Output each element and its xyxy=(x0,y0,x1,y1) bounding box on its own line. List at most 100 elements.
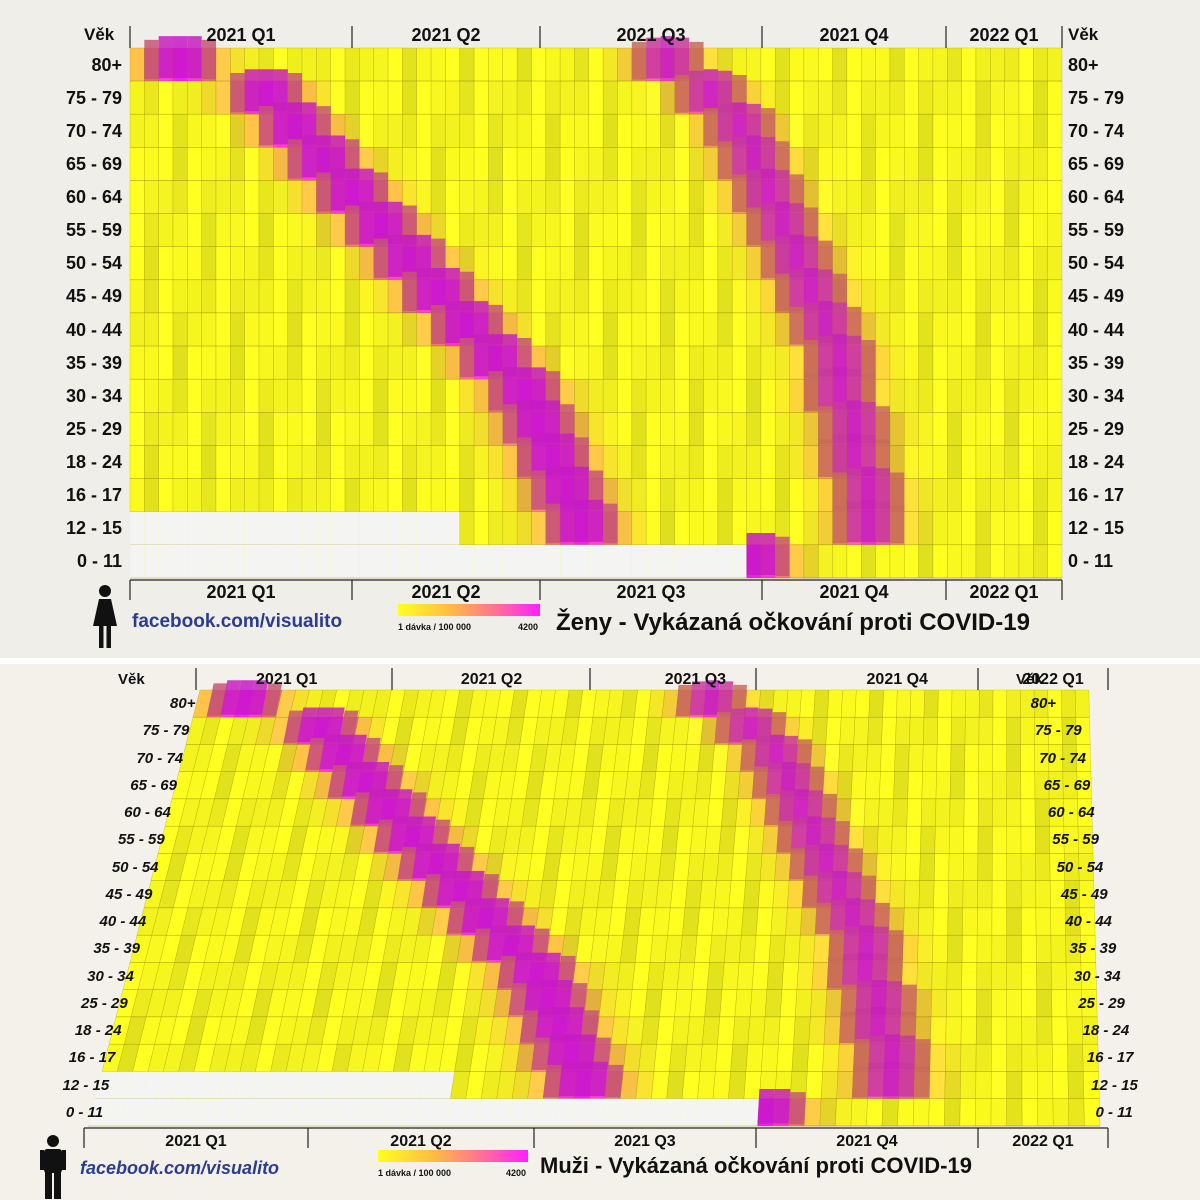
heatmap-bar xyxy=(689,681,706,716)
heatmap-bar xyxy=(589,1061,608,1097)
heatmap-bar xyxy=(465,870,485,906)
heatmap-cell xyxy=(928,1098,946,1127)
heatmap-cell xyxy=(617,1098,636,1126)
heatmap-bar xyxy=(519,1010,539,1043)
heatmap-cell xyxy=(215,312,231,347)
heatmap-cell xyxy=(889,147,905,181)
heatmap-cell xyxy=(1018,80,1034,115)
heatmap-cell xyxy=(344,279,360,314)
heatmap-bar xyxy=(531,367,546,410)
heatmap-bar xyxy=(861,499,876,542)
heatmap-cell xyxy=(617,279,633,314)
heatmap-cell xyxy=(402,345,418,380)
heatmap-cell xyxy=(674,412,690,446)
heatmap-cell xyxy=(1004,478,1020,512)
heatmap-cell xyxy=(201,80,217,115)
heatmap-cell xyxy=(703,445,719,479)
heatmap-cell xyxy=(947,114,962,148)
heatmap-cell xyxy=(488,114,504,148)
heatmap-cell xyxy=(875,47,891,82)
heatmap-bar xyxy=(517,437,532,477)
heatmap-cell xyxy=(918,880,935,909)
heatmap-cell xyxy=(416,47,432,82)
heatmap-cell xyxy=(602,345,618,380)
heatmap-cell xyxy=(243,1098,265,1126)
heatmap-cell xyxy=(961,180,977,214)
heatmap-cell xyxy=(947,47,962,82)
heatmap-cell xyxy=(545,544,561,578)
heatmap-cell xyxy=(617,180,633,214)
heatmap-cell xyxy=(905,826,922,854)
heatmap-cell xyxy=(129,279,145,314)
heatmap-cell xyxy=(923,689,939,718)
heatmap-cell xyxy=(721,962,740,990)
heatmap-cell xyxy=(473,147,489,181)
heatmap-cell xyxy=(1033,47,1048,82)
heatmap-cell xyxy=(531,80,547,115)
heatmap-cell xyxy=(674,279,690,314)
heatmap-cell xyxy=(695,771,713,800)
heatmap-cell xyxy=(1047,412,1063,446)
heatmap-cell xyxy=(785,907,803,936)
heatmap-bar xyxy=(490,898,510,933)
heatmap-cell xyxy=(918,478,934,512)
heatmap-cell xyxy=(601,1098,621,1126)
heatmap-cell xyxy=(602,180,618,214)
heatmap-cell xyxy=(908,744,924,772)
heatmap-bar xyxy=(826,957,844,989)
heatmap-cell xyxy=(676,962,695,990)
heatmap-bar xyxy=(855,981,872,1015)
heatmap-cell xyxy=(1047,312,1063,347)
quarter-label-bottom: 2021 Q3 xyxy=(614,1133,676,1150)
heatmap-cell xyxy=(446,1098,466,1126)
age-label-right: 70 - 74 xyxy=(1039,749,1086,767)
heatmap-cell xyxy=(796,962,814,990)
heatmap-cell xyxy=(357,1071,378,1099)
heatmap-cell xyxy=(588,379,604,413)
heatmap-bar xyxy=(832,367,847,410)
heatmap-cell xyxy=(904,853,921,881)
heatmap-cell xyxy=(215,47,231,82)
heatmap-cell xyxy=(762,1016,781,1045)
heatmap-cell xyxy=(344,246,360,281)
heatmap-cell xyxy=(904,445,919,479)
age-label-right: 75 - 79 xyxy=(1068,87,1125,108)
heatmap-cell xyxy=(492,1098,513,1126)
heatmap-cell xyxy=(316,511,331,545)
heatmap-cell xyxy=(574,379,590,413)
heatmap-cell xyxy=(345,511,360,545)
heatmap-cell xyxy=(1004,114,1020,148)
heatmap-cell xyxy=(975,279,991,314)
heatmap-cell xyxy=(889,379,905,413)
heatmap-cell xyxy=(1047,213,1063,247)
heatmap-cell xyxy=(134,1098,157,1126)
heatmap-bar xyxy=(421,874,442,907)
heatmap-cell xyxy=(531,213,547,247)
heatmap-cell xyxy=(602,279,618,314)
heatmap-cell xyxy=(764,989,783,1018)
heatmap-bar xyxy=(173,36,188,79)
heatmap-bar xyxy=(844,898,861,933)
heatmap-cell xyxy=(789,445,805,479)
age-label-left: 40 - 44 xyxy=(65,319,122,340)
heatmap-cell xyxy=(631,80,647,115)
heatmap-cell xyxy=(172,445,188,479)
heatmap-cell xyxy=(760,445,776,479)
facebook-link[interactable]: facebook.com/visualito xyxy=(80,1158,280,1178)
heatmap-cell xyxy=(932,80,948,115)
facebook-link[interactable]: facebook.com/visualito xyxy=(132,611,343,632)
heatmap-cell xyxy=(373,47,389,82)
heatmap-cell xyxy=(430,147,446,181)
heatmap-cell xyxy=(258,246,274,281)
heatmap-bar xyxy=(402,271,417,311)
heatmap-cell xyxy=(1067,1044,1084,1072)
heatmap-cell xyxy=(259,544,274,578)
heatmap-cell xyxy=(681,771,699,800)
heatmap-cell xyxy=(1018,312,1034,347)
heatmap-cell xyxy=(686,1016,705,1045)
heatmap-cell xyxy=(772,880,790,909)
heatmap-cell xyxy=(904,279,919,314)
heatmap-cell xyxy=(1021,907,1037,936)
heatmap-cell xyxy=(846,180,862,214)
heatmap-cell xyxy=(1047,511,1063,546)
